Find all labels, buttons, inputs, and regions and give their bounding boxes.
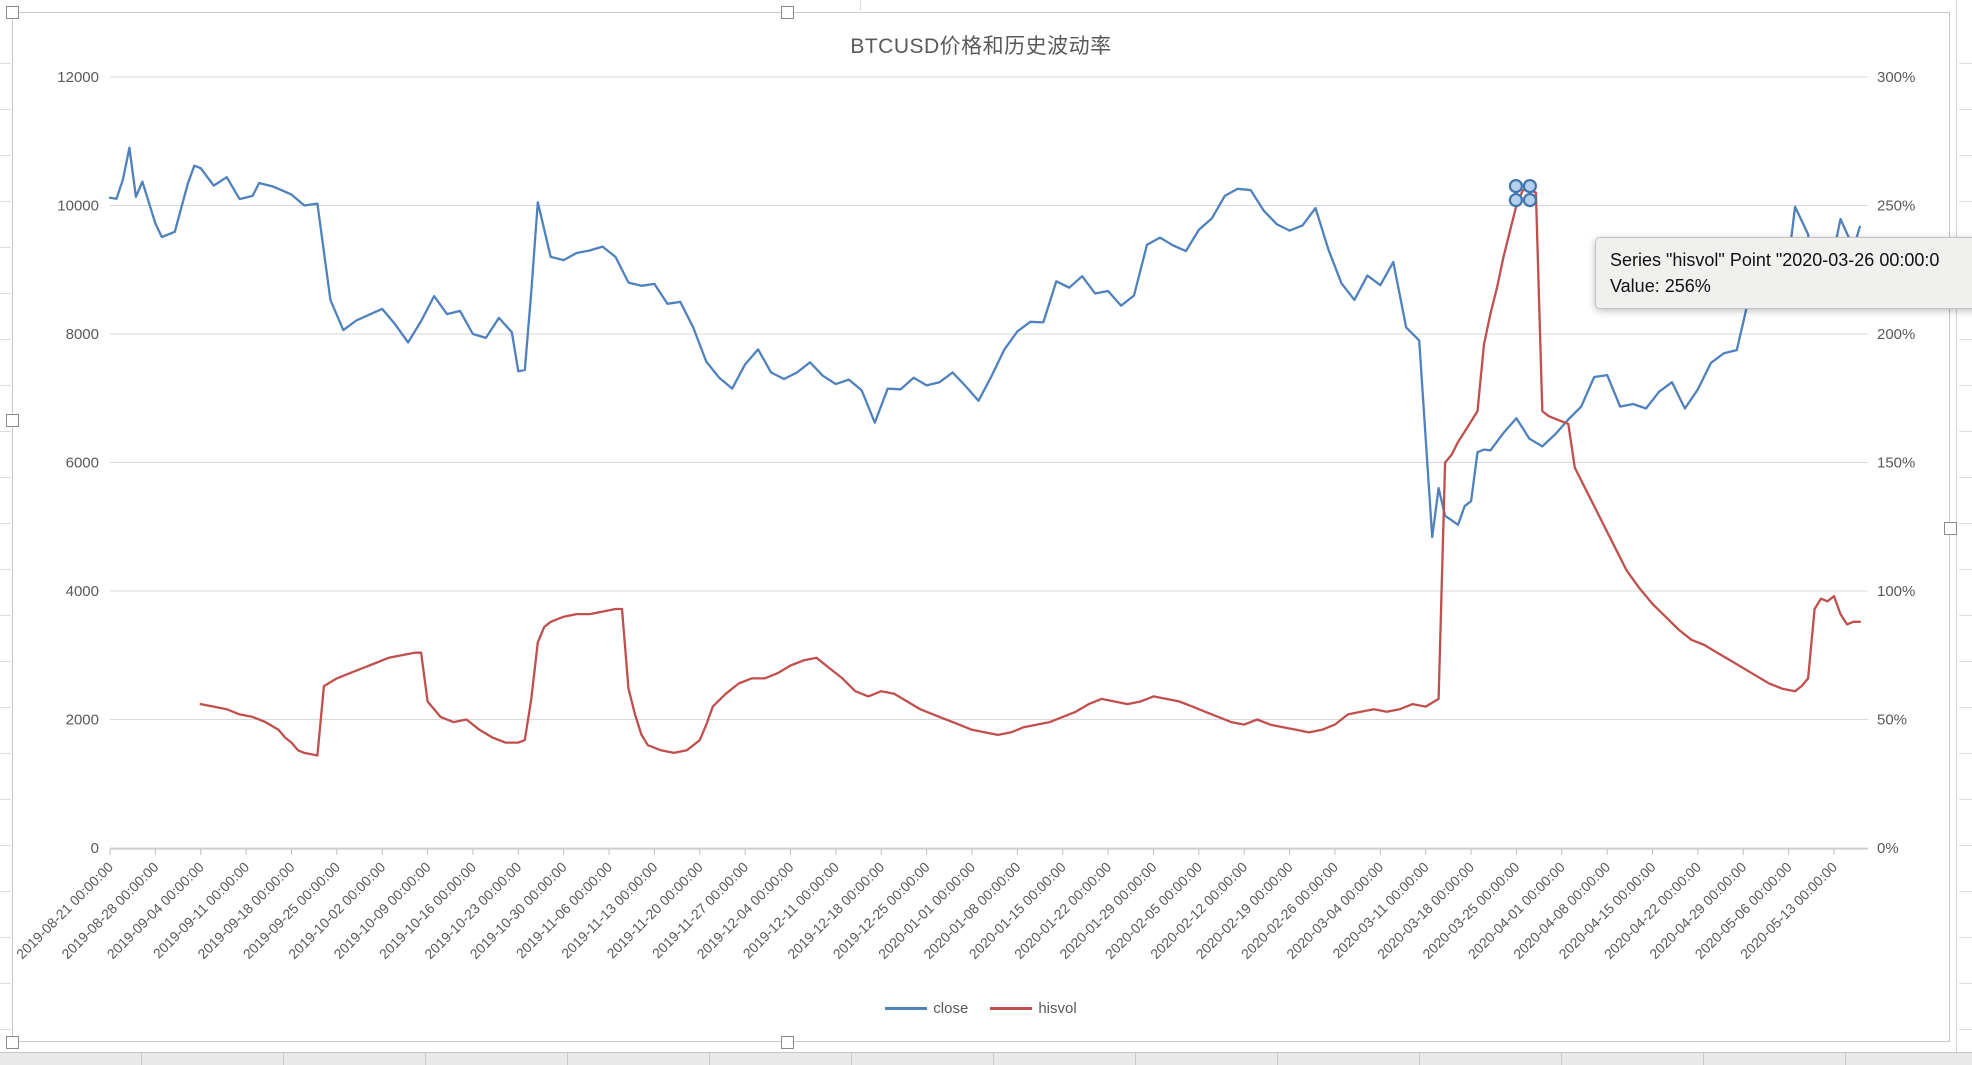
y-left-tick-label: 4000: [66, 583, 99, 600]
y-left-tick-label: 10000: [57, 198, 99, 215]
resize-handle-top-middle[interactable]: [781, 6, 794, 19]
resize-handle-bottom-middle[interactable]: [781, 1036, 794, 1049]
y-right-tick-label: 100%: [1877, 583, 1915, 600]
chart-legend[interactable]: close hisvol: [0, 1000, 1962, 1017]
chart-title[interactable]: BTCUSD价格和历史波动率: [850, 35, 1112, 58]
worksheet-bottom-row: [0, 1052, 1972, 1065]
legend-close-label: close: [933, 1000, 969, 1017]
y-right-tick-label: 150%: [1877, 455, 1915, 472]
resize-handle-bottom-left[interactable]: [6, 1036, 19, 1049]
legend-item-hisvol[interactable]: hisvol: [990, 1000, 1077, 1017]
worksheet-column-line: [860, 0, 861, 11]
selected-point-marker[interactable]: [1508, 178, 1538, 208]
y-left-tick-label: 6000: [66, 455, 99, 472]
resize-handle-top-left[interactable]: [6, 6, 19, 19]
resize-handle-middle-right[interactable]: [1944, 522, 1957, 535]
legend-hisvol-line-swatch: [990, 1007, 1033, 1010]
y-right-tick-label: 0%: [1877, 840, 1899, 857]
tooltip-value-line: Value: 256%: [1610, 276, 1711, 296]
y-left-tick-label: 8000: [66, 326, 99, 343]
y-left-tick-label: 0: [91, 840, 99, 857]
y-right-tick-label: 250%: [1877, 198, 1915, 215]
datapoint-tooltip: Series "hisvol" Point "2020-03-26 00:00:…: [1595, 237, 1972, 309]
y-right-tick-label: 200%: [1877, 326, 1915, 343]
legend-hisvol-label: hisvol: [1038, 1000, 1077, 1017]
tooltip-series-line: Series "hisvol" Point "2020-03-26 00:00:…: [1610, 250, 1940, 270]
y-right-tick-label: 300%: [1877, 69, 1915, 86]
legend-item-close[interactable]: close: [885, 1000, 968, 1017]
hisvol-series-line[interactable]: [199, 188, 1862, 757]
legend-close-line-swatch: [885, 1007, 928, 1010]
worksheet-rowlines-left: [0, 18, 11, 1042]
close-series-line[interactable]: [108, 146, 1862, 539]
y-left-tick-label: 12000: [57, 69, 99, 86]
y-right-tick-label: 50%: [1877, 712, 1907, 729]
chart-object-frame[interactable]: [12, 12, 1950, 1042]
y-axis-labels[interactable]: 0 0% 2000 50% 4000 100% 6000 150% 8000 200% 10000 2…: [57, 69, 1915, 857]
y-left-tick-label: 2000: [66, 712, 99, 729]
resize-handle-middle-left[interactable]: [6, 414, 19, 427]
